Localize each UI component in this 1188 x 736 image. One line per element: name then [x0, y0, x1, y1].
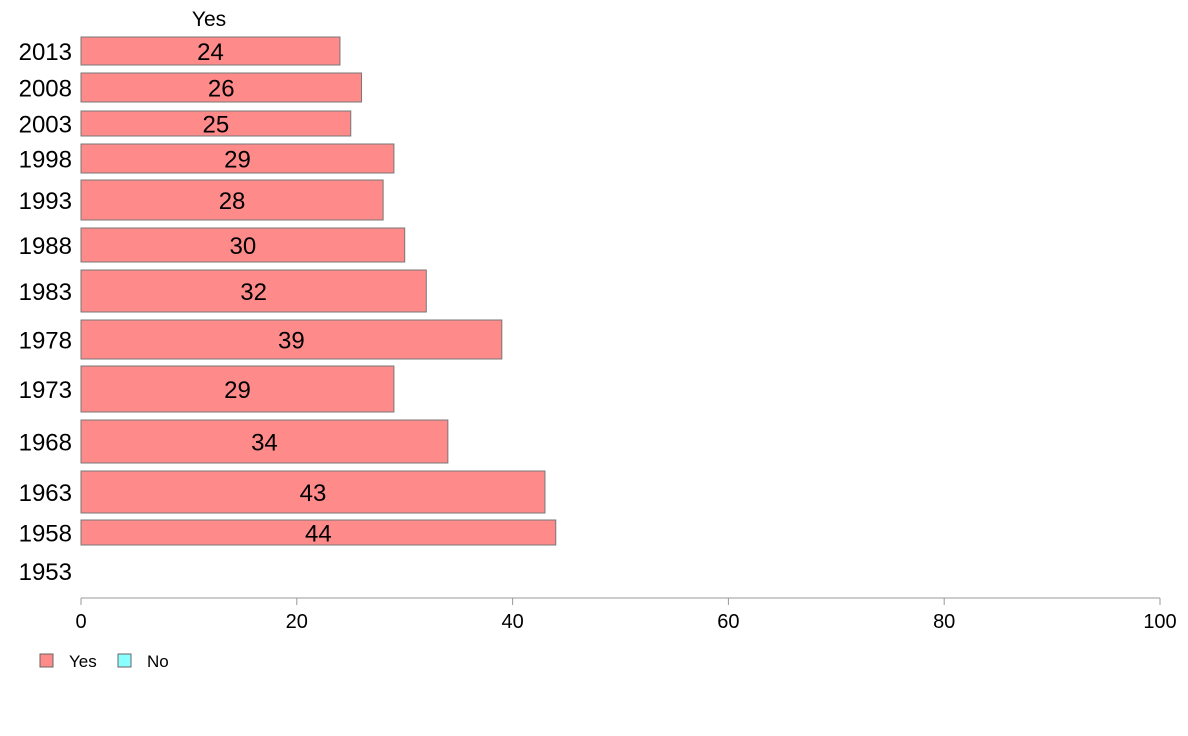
bar-yes-1998 — [80, 143, 395, 174]
bar-yes-1988 — [80, 227, 406, 263]
category-label-2013: 2013 — [19, 39, 72, 66]
bar-yes-1973 — [80, 365, 395, 413]
data-label-yes-1973: 29 — [224, 377, 251, 404]
bar-yes-2003 — [80, 110, 352, 137]
bar-yes-2008 — [80, 72, 363, 103]
data-label-yes-2008: 26 — [208, 76, 235, 103]
category-label-1968: 1968 — [19, 430, 72, 457]
data-label-yes-1968: 34 — [251, 430, 278, 457]
bar-yes-2013 — [80, 36, 341, 66]
category-label-1963: 1963 — [19, 480, 72, 507]
data-label-yes-1988: 30 — [229, 233, 256, 260]
legend-label-no: No — [147, 652, 169, 671]
x-tick-label-20: 20 — [286, 611, 308, 633]
legend-swatch-yes — [39, 653, 54, 668]
x-tick-label-60: 60 — [717, 611, 739, 633]
x-tick-label-80: 80 — [933, 611, 955, 633]
category-label-1978: 1978 — [19, 328, 72, 355]
category-label-2008: 2008 — [19, 76, 72, 103]
bar-yes-1963 — [80, 470, 546, 514]
category-label-1973: 1973 — [19, 377, 72, 404]
data-label-yes-1978: 39 — [278, 328, 305, 355]
bar-yes-1983 — [80, 269, 427, 313]
x-tick-label-0: 0 — [75, 611, 86, 633]
data-label-yes-1993: 28 — [219, 188, 246, 215]
category-label-2003: 2003 — [19, 112, 72, 139]
data-label-yes-1963: 43 — [300, 480, 327, 507]
bar-yes-1958 — [80, 519, 557, 546]
data-label-yes-1983: 32 — [240, 279, 267, 306]
data-label-yes-1958: 44 — [305, 521, 332, 548]
category-label-1993: 1993 — [19, 188, 72, 215]
bar-yes-1978 — [80, 319, 503, 360]
bar-yes-1993 — [80, 179, 384, 221]
x-axis: 0 20 40 60 80 100 — [75, 597, 1177, 633]
data-label-yes-1998: 29 — [224, 147, 251, 174]
legend: Yes No — [39, 652, 169, 671]
bar-yes-1968 — [80, 419, 449, 464]
category-label-1958: 1958 — [19, 521, 72, 548]
column-header-label: Yes — [192, 8, 226, 31]
x-tick-label-100: 100 — [1143, 611, 1176, 633]
category-label-1988: 1988 — [19, 233, 72, 260]
data-label-yes-2013: 24 — [197, 39, 224, 66]
legend-label-yes: Yes — [69, 652, 97, 671]
category-label-1983: 1983 — [19, 279, 72, 306]
category-labels: 2013 2008 2003 1998 1993 1988 1983 1978 1973 1968… — [19, 39, 72, 586]
bars-group — [80, 36, 557, 546]
x-tick-label-40: 40 — [501, 611, 523, 633]
legend-swatch-no — [117, 653, 132, 668]
category-label-1998: 1998 — [19, 147, 72, 174]
data-label-yes-2003: 25 — [203, 112, 230, 139]
category-label-1953: 1953 — [19, 559, 72, 586]
